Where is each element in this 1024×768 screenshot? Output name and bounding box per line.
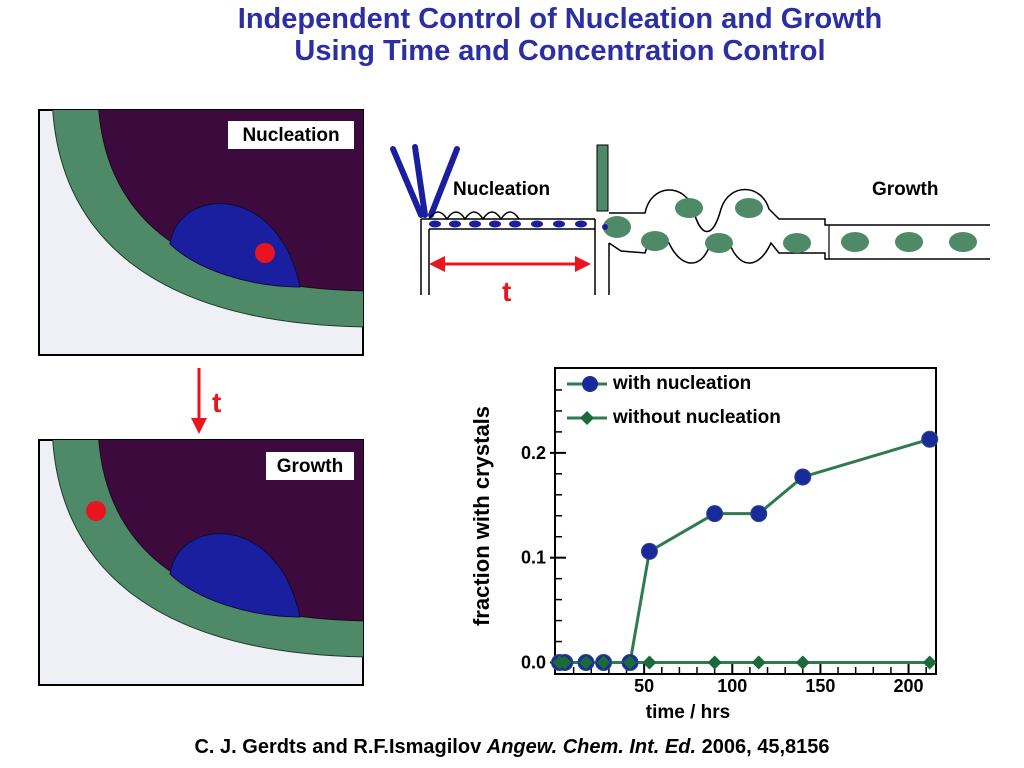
nucleation-panel: Nucleation [38, 109, 364, 356]
schematic-growth-label: Growth [872, 179, 939, 200]
with-nucleation-point [640, 542, 658, 560]
without-nucleation-point [557, 655, 572, 670]
with-nucleation-point [750, 505, 768, 523]
without-nucleation-point [795, 655, 810, 670]
growth-panel-label: Growth [277, 456, 344, 477]
citation-journal: Angew. Chem. Int. Ed. [486, 736, 697, 758]
citation: C. J. Gerdts and R.F.Ismagilov Angew. Ch… [0, 736, 1024, 759]
y-tick-label: 0.1 [521, 548, 546, 568]
y-axis-label: fraction with crystals [469, 406, 494, 626]
legend-diamond-marker [580, 411, 594, 425]
with-nucleation-point [706, 505, 724, 523]
slide-title: Independent Control of Nucleation and Gr… [120, 3, 1000, 67]
x-axis-label: time / hrs [646, 702, 730, 723]
with-nucleation-point [921, 430, 939, 448]
protein-drop [169, 203, 301, 288]
crystal-nucleus-dot [255, 243, 275, 263]
title-line-1: Independent Control of Nucleation and Gr… [237, 3, 883, 35]
y-tick-label: 0.2 [521, 443, 546, 463]
inlet-junction-icon [390, 144, 460, 218]
without-nucleation-point [623, 655, 638, 670]
without-nucleation-point [922, 655, 937, 670]
series-markers [551, 430, 939, 672]
time-arrow: t [191, 368, 221, 434]
citation-details: 2006, 45,8156 [696, 736, 830, 758]
x-tick-label: 100 [717, 676, 747, 696]
plot-frame [554, 367, 937, 675]
growth-panel: Growth [38, 439, 364, 686]
chart-legend: with nucleation without nucleation [567, 373, 781, 428]
x-tick-label: 50 [634, 676, 654, 696]
without-nucleation-point [578, 655, 593, 670]
x-tick-label: 150 [805, 676, 835, 696]
without-nucleation-point [751, 655, 766, 670]
protein-drop [169, 533, 301, 618]
nucleation-panel-label: Nucleation [242, 125, 339, 146]
nucleation-droplets [429, 220, 587, 228]
microfluidic-schematic: Nucleation Growth t [390, 144, 990, 307]
legend-label: with nucleation [612, 373, 751, 394]
series-lines [559, 437, 931, 665]
with-nucleation-point [794, 468, 812, 486]
without-nucleation-point [707, 655, 722, 670]
citation-authors: C. J. Gerdts and R.F.Ismagilov [194, 736, 487, 758]
nucleation-label-box [228, 121, 354, 149]
schematic-time-label: t [502, 276, 511, 307]
title-line-2: Using Time and Concentration Control [294, 35, 826, 67]
legend-label: without nucleation [612, 407, 781, 428]
crystal-dot [86, 501, 106, 521]
growth-droplets [603, 198, 977, 253]
without-nucleation-point [642, 655, 657, 670]
x-tick-label: 200 [894, 676, 924, 696]
growth-label-box [266, 452, 354, 480]
schematic-nucleation-label: Nucleation [453, 179, 550, 200]
y-tick-label: 0.0 [521, 653, 546, 673]
legend-circle-marker [582, 376, 598, 392]
without-nucleation-point [596, 655, 611, 670]
time-arrow-label: t [212, 387, 221, 418]
